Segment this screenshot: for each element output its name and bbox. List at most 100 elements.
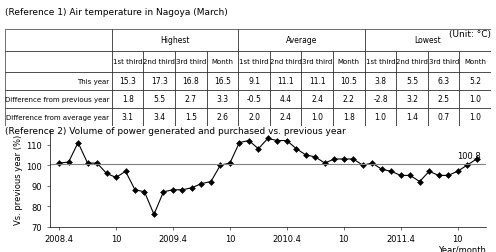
Text: 2.2: 2.2: [343, 95, 355, 104]
Text: 3rd third: 3rd third: [302, 59, 332, 65]
Text: 1.0: 1.0: [374, 113, 386, 121]
Bar: [428, 90, 459, 108]
Bar: [302, 90, 333, 108]
Bar: [5, 108, 112, 126]
Bar: [365, 108, 396, 126]
Bar: [428, 73, 459, 90]
Y-axis label: Vs. previous year (%): Vs. previous year (%): [14, 134, 23, 224]
Text: 3.8: 3.8: [374, 77, 386, 86]
Text: 1.8: 1.8: [343, 113, 355, 121]
Text: 15.3: 15.3: [119, 77, 136, 86]
Bar: [207, 73, 238, 90]
Bar: [365, 73, 396, 90]
Bar: [143, 90, 175, 108]
Text: 0.7: 0.7: [437, 113, 450, 121]
Text: 3.1: 3.1: [122, 113, 134, 121]
Text: 3rd third: 3rd third: [176, 59, 206, 65]
Bar: [175, 108, 207, 126]
Text: 17.3: 17.3: [151, 77, 168, 86]
Text: 100.8: 100.8: [458, 152, 481, 161]
Bar: [396, 108, 428, 126]
Text: Year/month: Year/month: [438, 244, 486, 252]
Bar: [238, 108, 270, 126]
Text: 16.5: 16.5: [214, 77, 231, 86]
Bar: [5, 51, 112, 73]
Bar: [143, 51, 175, 73]
Text: 11.1: 11.1: [277, 77, 294, 86]
Bar: [302, 108, 333, 126]
Bar: [459, 90, 491, 108]
Text: 1st third: 1st third: [113, 59, 142, 65]
Text: 3.3: 3.3: [216, 95, 229, 104]
Text: This year: This year: [77, 79, 110, 84]
Bar: [175, 51, 207, 73]
Text: (Reference 2) Volume of power generated and purchased vs. previous year: (Reference 2) Volume of power generated …: [5, 126, 346, 135]
Text: 1.5: 1.5: [185, 113, 197, 121]
Text: 1.8: 1.8: [122, 95, 133, 104]
Text: 9.1: 9.1: [248, 77, 260, 86]
Text: 2.5: 2.5: [437, 95, 450, 104]
Bar: [5, 30, 112, 51]
Text: Month: Month: [338, 59, 360, 65]
Text: 1.4: 1.4: [406, 113, 418, 121]
Text: Highest: Highest: [160, 36, 190, 45]
Text: 2nd third: 2nd third: [270, 59, 302, 65]
Text: 2.6: 2.6: [216, 113, 229, 121]
Bar: [459, 108, 491, 126]
Bar: [396, 51, 428, 73]
Text: Month: Month: [211, 59, 234, 65]
Bar: [270, 90, 302, 108]
Text: 2nd third: 2nd third: [143, 59, 175, 65]
Text: -2.8: -2.8: [373, 95, 388, 104]
Bar: [112, 73, 143, 90]
Bar: [112, 51, 143, 73]
Text: (Reference 1) Air temperature in Nagoya (March): (Reference 1) Air temperature in Nagoya …: [5, 8, 228, 17]
Bar: [143, 73, 175, 90]
Bar: [112, 108, 143, 126]
Bar: [143, 108, 175, 126]
Text: Difference from average year: Difference from average year: [6, 114, 110, 120]
Bar: [207, 108, 238, 126]
Text: 3.2: 3.2: [406, 95, 418, 104]
Bar: [5, 73, 112, 90]
Text: Lowest: Lowest: [415, 36, 441, 45]
Bar: [302, 51, 333, 73]
Bar: [333, 108, 365, 126]
Bar: [365, 90, 396, 108]
Bar: [270, 73, 302, 90]
Bar: [175, 90, 207, 108]
Text: 1.0: 1.0: [469, 113, 481, 121]
Bar: [207, 51, 238, 73]
Text: 10.5: 10.5: [340, 77, 357, 86]
Bar: [396, 90, 428, 108]
Text: 3.4: 3.4: [153, 113, 165, 121]
Text: 2.7: 2.7: [185, 95, 197, 104]
Bar: [302, 73, 333, 90]
Text: 1st third: 1st third: [240, 59, 269, 65]
Text: 4.4: 4.4: [280, 95, 292, 104]
Text: -0.5: -0.5: [247, 95, 261, 104]
Text: 2nd third: 2nd third: [396, 59, 428, 65]
Bar: [5, 90, 112, 108]
Bar: [112, 30, 238, 51]
Bar: [459, 51, 491, 73]
Text: 1.0: 1.0: [469, 95, 481, 104]
Bar: [428, 108, 459, 126]
Text: Average: Average: [286, 36, 317, 45]
Bar: [333, 90, 365, 108]
Text: 5.5: 5.5: [406, 77, 418, 86]
Text: 2.0: 2.0: [248, 113, 260, 121]
Bar: [396, 73, 428, 90]
Bar: [238, 51, 270, 73]
Text: 3rd third: 3rd third: [429, 59, 459, 65]
Bar: [238, 30, 365, 51]
Text: 6.3: 6.3: [437, 77, 450, 86]
Bar: [207, 90, 238, 108]
Bar: [238, 90, 270, 108]
Bar: [270, 108, 302, 126]
Bar: [175, 73, 207, 90]
Text: 2.4: 2.4: [311, 95, 323, 104]
Bar: [428, 51, 459, 73]
Text: (Unit: °C): (Unit: °C): [449, 30, 491, 39]
Bar: [365, 30, 491, 51]
